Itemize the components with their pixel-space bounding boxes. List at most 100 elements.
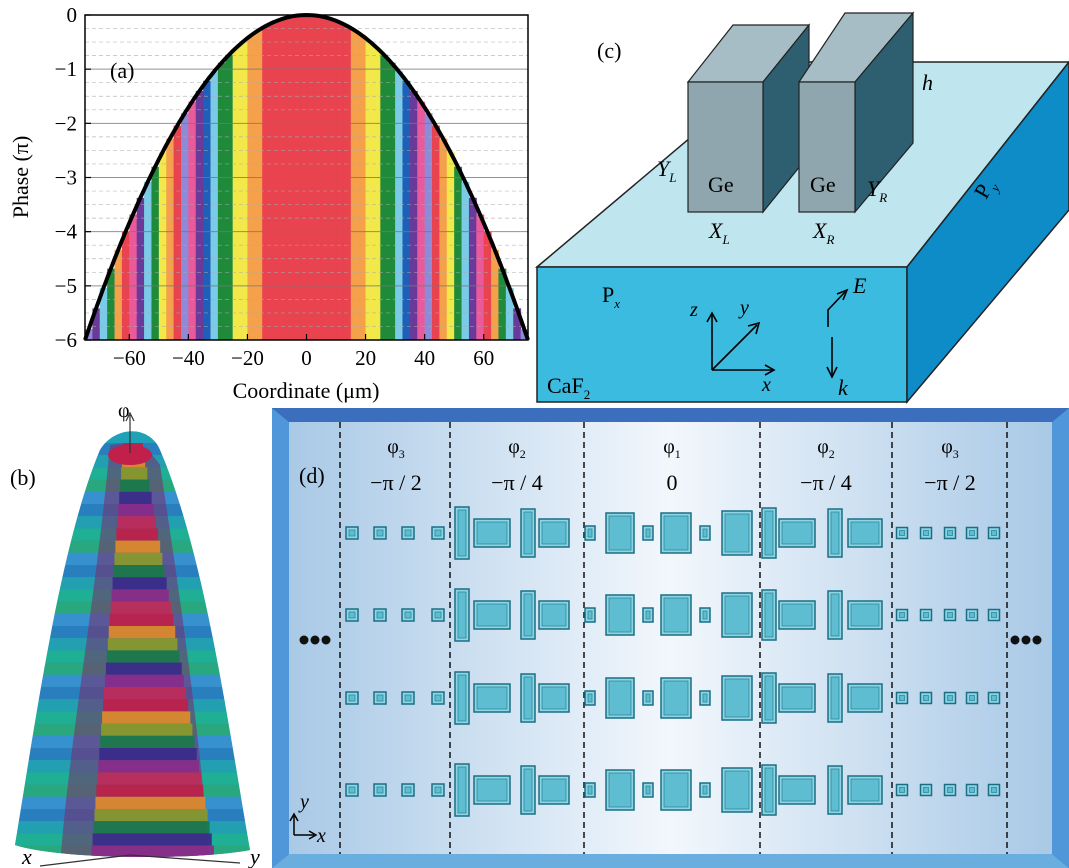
xy-axes [289,812,318,840]
ge-pillar [520,765,536,815]
ge-pillar [987,526,1001,540]
phase-band [195,90,204,340]
ge-pillar [401,783,415,797]
phase-band [417,101,426,340]
phase-band [432,125,440,341]
section-phase-value: 0 [667,470,678,495]
ge-pillar [895,608,909,622]
panel-b-label: (b) [10,465,36,490]
ge-pillar [778,683,816,713]
phase-band [513,308,522,340]
axis-x-label: x [316,825,326,847]
panel-d-label: (d) [299,463,325,488]
section-headers: φ3 −π / 2 φ2 −π / 4 φ1 0 φ2 −π / 4 φ3 −π / 2 [370,436,976,495]
section-phase-value: −π / 2 [370,470,422,495]
panel-a-phase-chart: −60 −40 −20 0 20 40 60 0 −1 −2 −3 −4 −5 −6 (a) Coord… [8,3,530,403]
ge-pillar [721,510,753,556]
ge-pillar [584,525,596,541]
ge-pillar [987,691,1001,705]
x-axis [39,854,131,867]
ge-pillar [943,608,957,622]
ge-pillar [520,590,536,640]
cone-ring [94,809,208,822]
k-vector-label: k [838,375,849,400]
ge-pillar [642,690,654,706]
cone-ring [116,528,159,541]
ge-pillar [965,608,979,622]
phase-band [254,30,263,340]
ge-pillar [538,600,570,630]
ge-pillar [965,526,979,540]
ge-pillar [965,783,979,797]
cone-ring [92,833,212,846]
y-tick-label: 0 [67,3,78,27]
phase-band [107,268,116,340]
ge-pillar [895,783,909,797]
phase-band [372,47,381,341]
ge-pillar [373,526,387,540]
section-phase-symbol: φ3 [941,436,959,461]
phase-band [387,62,396,340]
phase-band [188,101,197,340]
ge-pillar [373,783,387,797]
ge-pillar [345,608,359,622]
phase-band [173,125,182,341]
ge-pillar [660,594,692,636]
ge-pillar [987,783,1001,797]
e-field-label: E [852,273,867,298]
section-dividers [339,422,1008,854]
ge-pillar [721,675,753,721]
phase-band [476,214,485,340]
x-tick-label: 0 [301,346,312,370]
phase-band [210,71,219,340]
cone-ring [118,504,154,517]
phase-band [380,54,389,340]
axis-y-label: y [738,297,749,319]
cone-ring [119,491,152,504]
ge-pillar [605,512,635,554]
cone-ring [104,687,186,700]
section-phase-value: −π / 4 [491,470,543,495]
ge-pillar [660,677,692,719]
section-phase-symbol: φ2 [817,436,835,461]
phase-band [468,197,477,340]
axis-y-label: y [298,791,309,813]
slab-side-face [906,60,1069,405]
phase-band [180,113,189,340]
y-tick-label: −1 [55,57,77,81]
phase-band [262,25,271,340]
ge-pillar [761,507,777,559]
cone-ring [111,589,169,602]
phase-band [232,47,241,341]
cone-ring [112,577,167,590]
ge-pillar-array [345,506,1001,817]
phase-band [225,54,234,340]
ge-pillar [605,594,635,636]
cone-ring [108,626,176,639]
ge-pillar [778,775,816,805]
ge-pillar [431,608,445,622]
cone-ring [91,845,214,857]
cone-surface [15,431,250,857]
coordinate-axes [706,288,849,379]
cone-ring [103,699,189,712]
panel-b-phase-cone: (b) φ x y [10,405,260,868]
ge-pillar [847,683,883,713]
ge-pillar [431,783,445,797]
section-phase-symbol: φ3 [387,436,405,461]
ge-pillar [605,769,635,811]
phase-band [439,138,448,340]
cone-ring [107,638,178,651]
cone-ring [100,735,195,748]
ge-pillar [538,775,570,805]
phase-band [328,19,337,340]
ellipsis-right [1010,635,1042,645]
cone-ring [114,552,163,565]
phase-band [461,181,470,340]
ge-pillar [778,518,816,548]
ge-pillar [345,526,359,540]
phi-axis-label: φ [118,405,130,422]
ge-pillar [919,608,933,622]
phase-band [454,166,463,340]
